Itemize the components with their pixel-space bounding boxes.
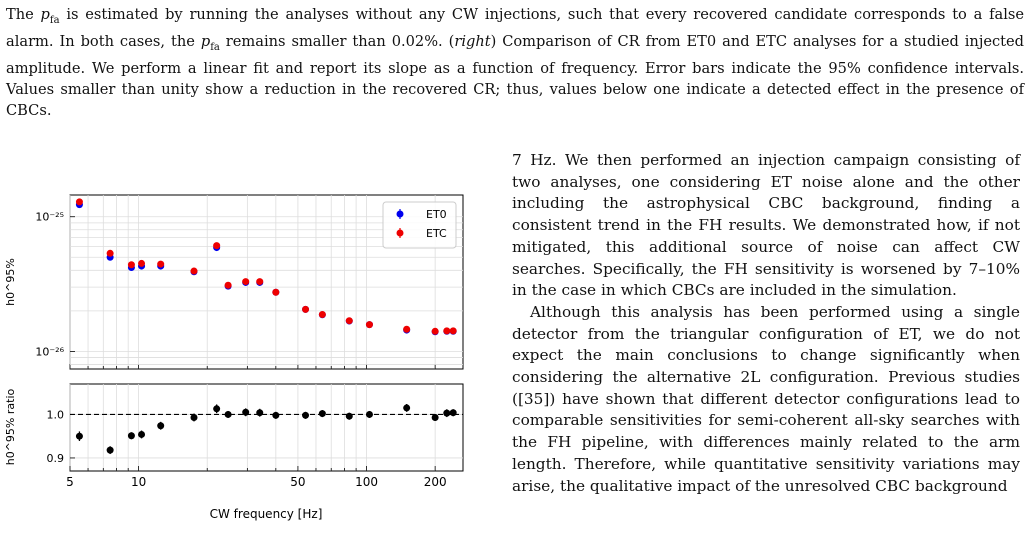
ratio-point xyxy=(75,432,83,440)
body-paragraph-2: Although this analysis has been performe… xyxy=(512,302,1020,495)
point-etc xyxy=(224,281,232,289)
legend-label-et0: ET0 xyxy=(426,208,447,221)
ratio-point xyxy=(365,410,373,418)
point-etc xyxy=(190,267,198,275)
point-etc xyxy=(127,261,135,269)
x-tick-label: 100 xyxy=(355,475,378,489)
ratio-point xyxy=(302,411,310,419)
x-tick-label: 200 xyxy=(424,475,447,489)
ratio-point xyxy=(431,413,439,421)
body-text: 7 Hz. We then performed an injection cam… xyxy=(512,150,1020,497)
point-etc xyxy=(157,260,165,268)
point-etc xyxy=(302,305,310,313)
sensitivity-figure: 10⁻²⁵ 10⁻²⁶ 5 10 50 100 200 0.9 1.0 h0^95% h0^9… xyxy=(4,194,464,521)
ratio-point xyxy=(213,405,221,413)
x-axis-label: CW frequency [Hz] xyxy=(210,507,323,521)
ratio-point xyxy=(106,446,114,454)
ratio-point xyxy=(157,422,165,430)
point-etc xyxy=(272,288,280,296)
point-etc xyxy=(403,325,411,333)
upper-y-axis-label: h0^95% xyxy=(4,258,17,306)
ratio-point xyxy=(272,411,280,419)
ratio-point xyxy=(242,408,250,416)
x-tick-label: 10 xyxy=(131,475,146,489)
point-etc xyxy=(431,327,439,335)
point-etc xyxy=(106,249,114,257)
point-etc xyxy=(75,198,83,206)
figure-caption: The pfa is estimated by running the anal… xyxy=(6,6,1024,119)
point-etc xyxy=(365,321,373,329)
lower-y-tick-label: 1.0 xyxy=(47,408,65,421)
ratio-point xyxy=(345,412,353,420)
ratio-point xyxy=(190,413,198,421)
point-etc xyxy=(318,310,326,318)
ratio-point xyxy=(443,409,451,417)
ratio-point xyxy=(318,410,326,418)
point-etc xyxy=(449,327,457,335)
point-etc xyxy=(345,317,353,325)
body-paragraph-1: 7 Hz. We then performed an injection cam… xyxy=(512,151,1020,300)
point-etc xyxy=(256,278,264,286)
upper-y-tick-label: 10⁻²⁵ xyxy=(35,211,64,224)
ratio-point xyxy=(127,432,135,440)
upper-y-tick-label: 10⁻²⁶ xyxy=(35,345,64,358)
point-etc xyxy=(213,242,221,250)
ratio-point xyxy=(256,409,264,417)
ratio-point xyxy=(224,410,232,418)
point-etc xyxy=(242,278,250,286)
x-tick-label: 50 xyxy=(290,475,305,489)
lower-y-tick-label: 0.9 xyxy=(47,452,65,465)
ratio-point xyxy=(449,409,457,417)
legend-marker-etc xyxy=(396,229,404,237)
x-tick-label: 5 xyxy=(66,475,74,489)
point-etc xyxy=(443,327,451,335)
lower-y-axis-label: h0^95% ratio xyxy=(4,388,17,465)
legend: ET0 ETC xyxy=(382,201,457,249)
point-etc xyxy=(138,259,146,267)
ratio-point xyxy=(138,430,146,438)
ratio-point xyxy=(403,404,411,412)
legend-marker-et0 xyxy=(396,210,404,218)
legend-label-etc: ETC xyxy=(426,227,447,240)
